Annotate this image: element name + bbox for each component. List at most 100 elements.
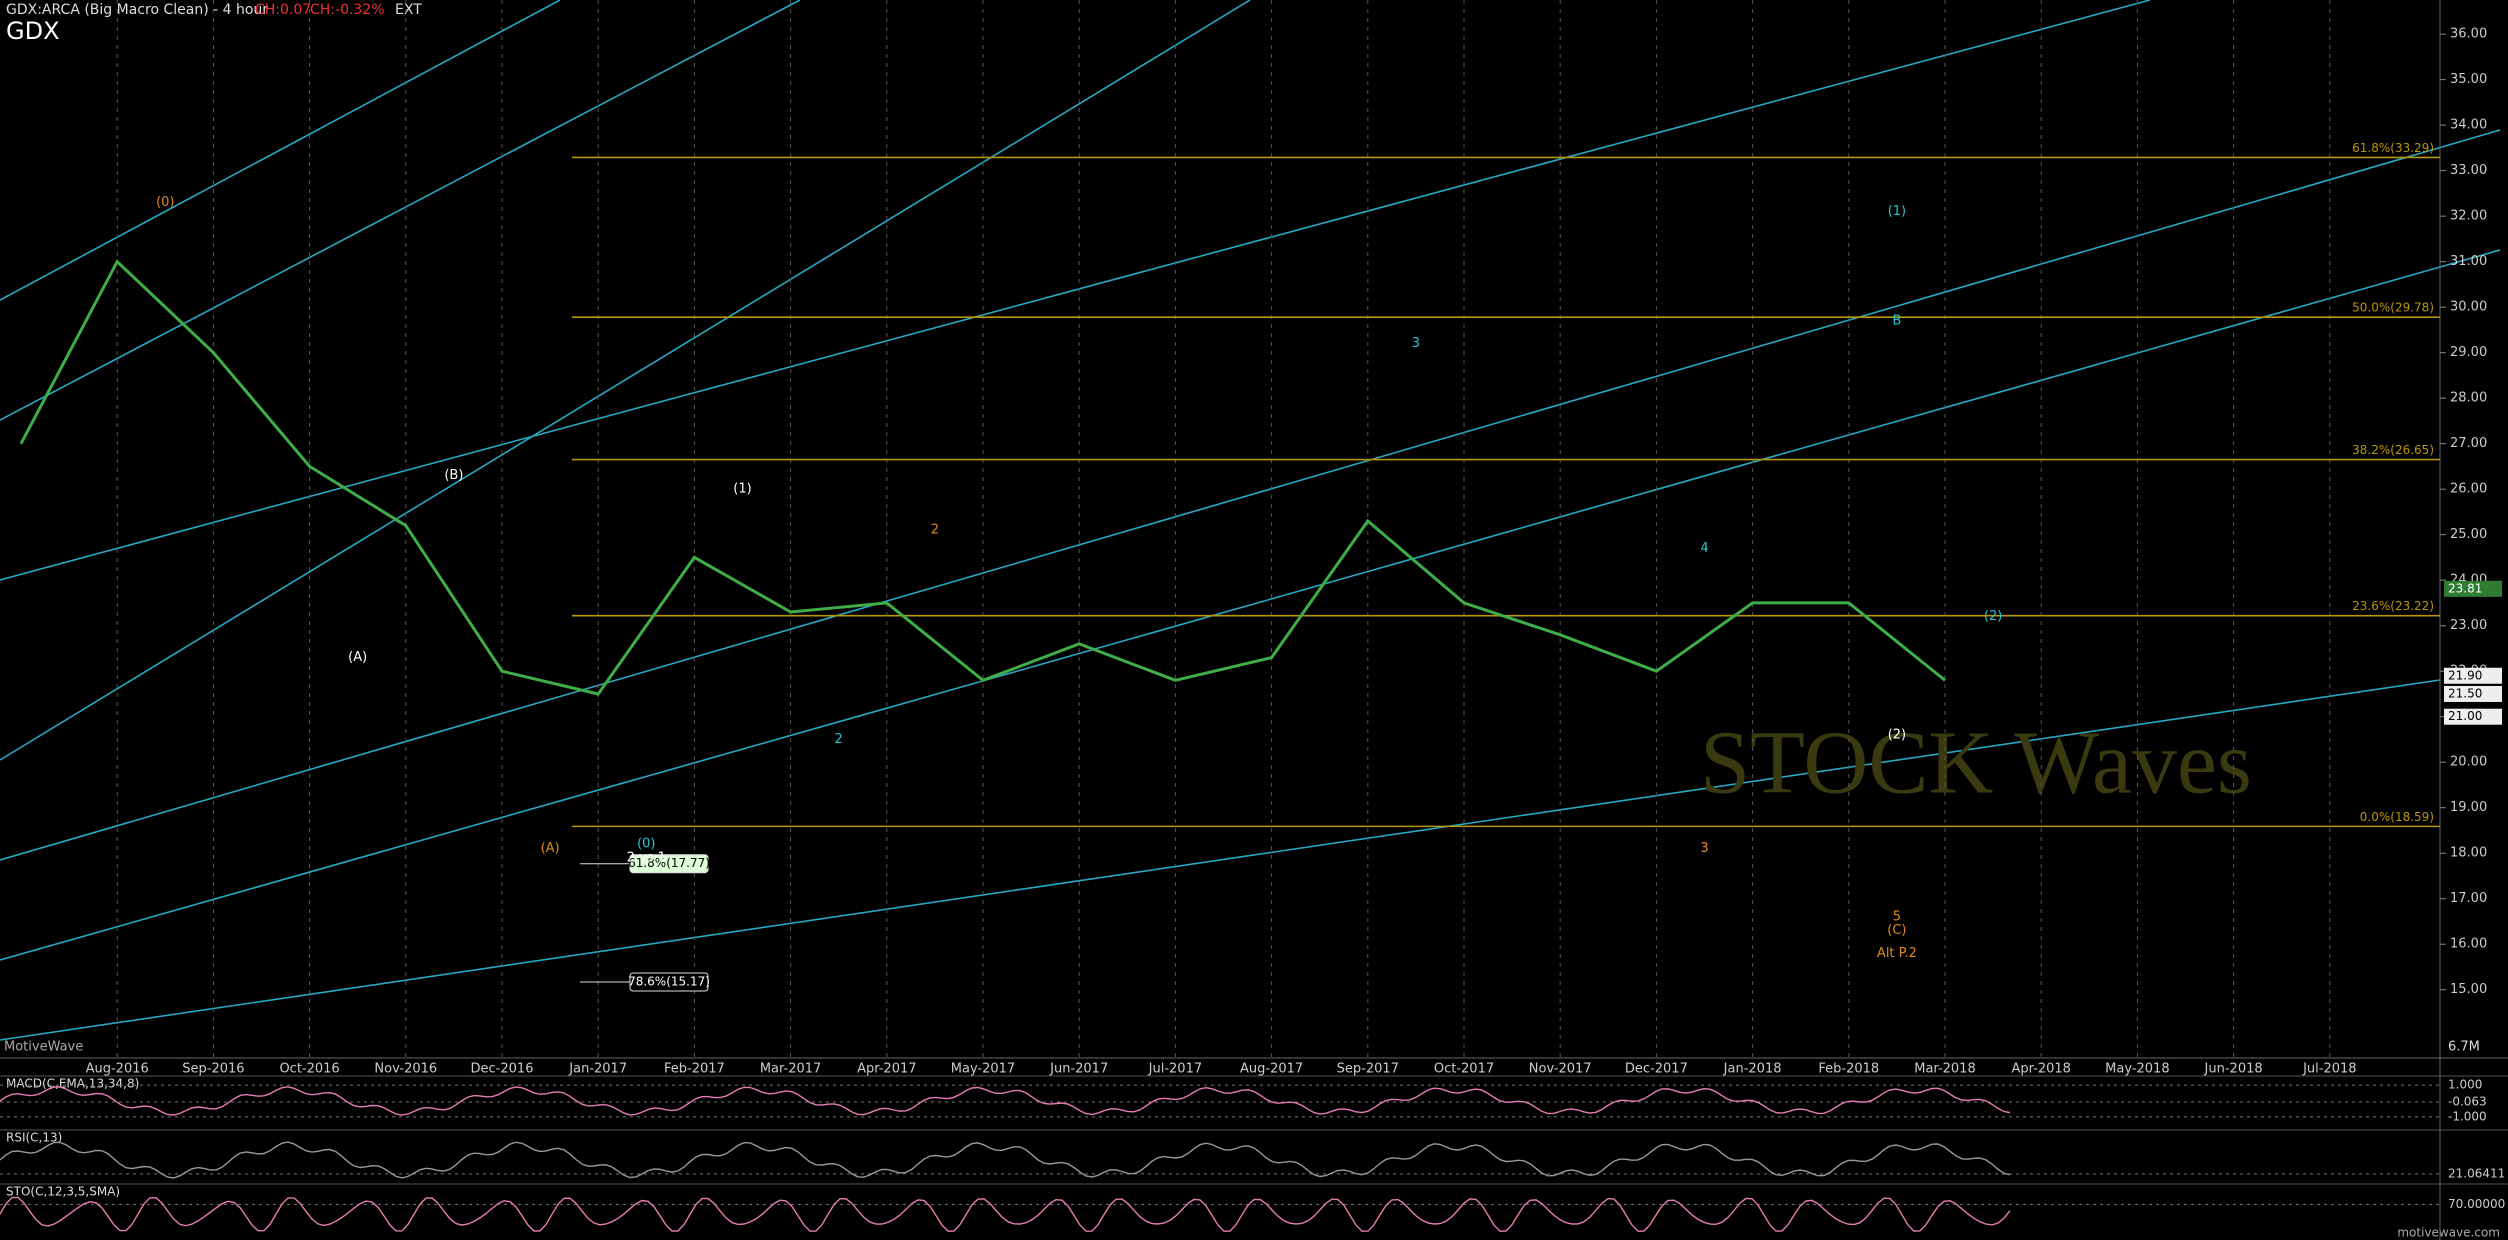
watermark: STOCK Waves — [1700, 714, 2252, 813]
session: EXT — [395, 2, 422, 18]
wave-label: (2) — [1984, 609, 2002, 624]
indicator-tick: 21.06411 — [2448, 1166, 2505, 1180]
wave-label: 3 — [1412, 336, 1420, 351]
wave-label: (A) — [541, 841, 560, 856]
wave-label: 4 — [1700, 541, 1708, 556]
y-tick-label: 25.00 — [2450, 527, 2487, 542]
fib-label: 61.8%(33.29) — [2352, 141, 2434, 155]
x-tick-label: Oct-2016 — [279, 1062, 339, 1077]
x-tick-label: Nov-2016 — [374, 1062, 437, 1077]
x-tick-label: May-2018 — [2105, 1062, 2169, 1077]
chart-title: GDX:ARCA (Big Macro Clean) - 4 hour — [6, 2, 268, 18]
wave-label: (B) — [444, 468, 463, 483]
x-tick-label: Jul-2017 — [1148, 1062, 1202, 1077]
indicator-tick: 70.00000 — [2448, 1197, 2505, 1211]
x-tick-label: Sep-2016 — [182, 1062, 244, 1077]
y-tick-label: 18.00 — [2450, 846, 2487, 861]
wave-label: (0) — [156, 195, 174, 210]
indicator-line — [0, 1141, 2011, 1179]
y-tick-label: 28.00 — [2450, 391, 2487, 406]
price-marker-label: 21.90 — [2448, 668, 2482, 682]
x-tick-label: Dec-2017 — [1625, 1062, 1688, 1077]
target-label: 61.8%(17.77) — [628, 856, 710, 870]
fib-label: 0.0%(18.59) — [2360, 810, 2434, 824]
y-tick-label: 26.00 — [2450, 482, 2487, 497]
indicator-tick: -1.000 — [2448, 1109, 2487, 1123]
wave-label: 5 — [1893, 909, 1901, 924]
x-tick-label: Sep-2017 — [1337, 1062, 1399, 1077]
x-tick-label: Dec-2016 — [471, 1062, 534, 1077]
indicator-name: MACD(C,EMA,13,34,8) — [6, 1077, 139, 1091]
x-tick-label: Aug-2016 — [86, 1062, 149, 1077]
brand: MotiveWave — [4, 1040, 83, 1055]
volume-label: 6.7M — [2448, 1040, 2480, 1055]
price-line — [19, 259, 1946, 696]
indicator-tick: 1.000 — [2448, 1078, 2482, 1092]
wave-label: (C) — [1887, 923, 1906, 938]
y-tick-label: 35.00 — [2450, 72, 2487, 87]
y-tick-label: 30.00 — [2450, 300, 2487, 315]
x-tick-label: Jul-2018 — [2302, 1062, 2356, 1077]
symbol: GDX — [6, 17, 60, 45]
price-marker — [2444, 580, 2502, 597]
y-tick-label: 19.00 — [2450, 800, 2487, 815]
wave-label: Alt P.2 — [1877, 946, 1917, 961]
x-tick-label: Jun-2018 — [2204, 1062, 2263, 1077]
price-marker — [2444, 667, 2502, 684]
indicator-tick: -0.063 — [2448, 1094, 2487, 1108]
wave-label: B — [1892, 313, 1901, 328]
fib-label: 23.6%(23.22) — [2352, 599, 2434, 613]
x-tick-label: Feb-2018 — [1818, 1062, 1879, 1077]
wave-label: (A) — [348, 650, 367, 665]
y-tick-label: 23.00 — [2450, 618, 2487, 633]
price-marker-label: 21.50 — [2448, 686, 2482, 700]
x-tick-label: Apr-2017 — [857, 1062, 916, 1077]
wave-label: (1) — [733, 482, 751, 497]
x-tick-label: Jun-2017 — [1049, 1062, 1108, 1077]
target-box — [629, 972, 709, 992]
x-tick-label: Oct-2017 — [1434, 1062, 1494, 1077]
indicator-line — [0, 1196, 2011, 1232]
wave-label: 3 — [1700, 841, 1708, 856]
y-tick-label: 34.00 — [2450, 118, 2487, 133]
change: CH:0.07 — [255, 2, 311, 18]
y-tick-label: 20.00 — [2450, 755, 2487, 770]
y-tick-label: 33.00 — [2450, 163, 2487, 178]
x-tick-label: Mar-2018 — [1914, 1062, 1975, 1077]
x-tick-label: Mar-2017 — [760, 1062, 821, 1077]
y-tick-label: 29.00 — [2450, 345, 2487, 360]
x-tick-label: Jan-2018 — [1723, 1062, 1782, 1077]
fib-label: 38.2%(26.65) — [2352, 443, 2434, 457]
y-tick-label: 16.00 — [2450, 937, 2487, 952]
fib-label: 50.0%(29.78) — [2352, 301, 2434, 315]
price-marker-label: 23.81 — [2448, 581, 2482, 595]
wave-label: (1) — [1888, 204, 1906, 219]
wave-label: 2 — [835, 732, 843, 747]
indicator-name: STO(C,12,3,5,SMA) — [6, 1185, 120, 1199]
indicator-line — [0, 1086, 2011, 1116]
y-tick-label: 36.00 — [2450, 27, 2487, 42]
price-marker — [2444, 685, 2502, 702]
wave-label: (0) — [637, 837, 655, 852]
x-tick-label: Jan-2017 — [568, 1062, 627, 1077]
target-box — [629, 854, 709, 874]
x-tick-label: Apr-2018 — [2011, 1062, 2070, 1077]
wave-label: (2) — [1888, 727, 1906, 742]
x-tick-label: Feb-2017 — [664, 1062, 725, 1077]
price-marker — [2444, 708, 2502, 725]
indicator-name: RSI(C,13) — [6, 1131, 62, 1145]
y-tick-label: 27.00 — [2450, 436, 2487, 451]
target-label: 78.6%(15.17) — [628, 975, 710, 989]
x-tick-label: Nov-2017 — [1529, 1062, 1592, 1077]
y-tick-label: 31.00 — [2450, 254, 2487, 269]
trend-lines — [0, 0, 2501, 1041]
x-tick-label: Aug-2017 — [1240, 1062, 1303, 1077]
wave-label: 2 — [931, 523, 939, 538]
y-tick-label: 32.00 — [2450, 209, 2487, 224]
wave-label: 2 vs 1 — [627, 850, 666, 865]
price-marker-label: 21.00 — [2448, 709, 2482, 723]
y-tick-label: 15.00 — [2450, 982, 2487, 997]
